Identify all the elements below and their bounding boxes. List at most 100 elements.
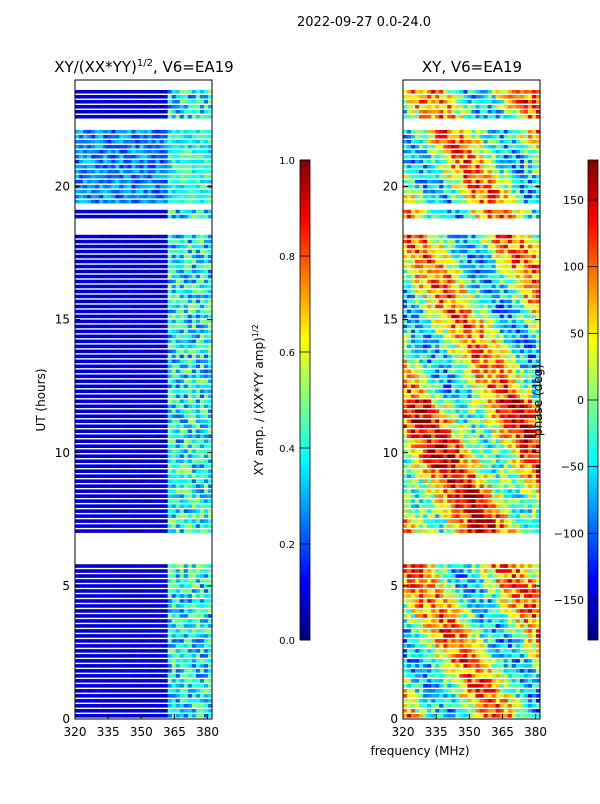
amplitude-cell [103,599,107,603]
amplitude-cell [127,370,131,374]
amplitude-cell [164,519,168,523]
amplitude-cell [152,644,156,648]
amplitude-cell [103,709,107,713]
amplitude-cell [164,250,168,254]
amplitude-cell [83,659,87,663]
phase-cell [528,639,532,643]
amplitude-cell [144,564,148,568]
amplitude-cell [152,295,156,299]
phase-cell [488,634,492,638]
phase-cell [496,579,500,583]
amplitude-cell [115,195,119,199]
amplitude-cell [135,140,139,144]
amplitude-cell [184,454,188,458]
amplitude-cell [87,689,91,693]
amplitude-cell [107,434,111,438]
amplitude-cell [164,210,168,214]
phase-cell [520,574,524,578]
phase-cell [504,634,508,638]
phase-cell [403,599,407,603]
phase-cell [488,589,492,593]
amplitude-cell [139,365,143,369]
amplitude-cell [87,235,91,239]
amplitude-cell [139,464,143,468]
amplitude-cell [148,190,152,194]
amplitude-cell [139,115,143,119]
amplitude-cell [164,275,168,279]
amplitude-cell [160,185,164,189]
phase-cell [516,614,520,618]
amplitude-cell [119,479,123,483]
phase-cell [500,654,504,658]
amplitude-cell [192,639,196,643]
amplitude-cell [188,429,192,433]
amplitude-cell [184,634,188,638]
amplitude-cell [99,484,103,488]
amplitude-cell [83,569,87,573]
phase-cell [411,589,415,593]
amplitude-cell [107,454,111,458]
amplitude-cell [127,454,131,458]
amplitude-cell [75,350,79,354]
amplitude-cell [107,380,111,384]
amplitude-cell [184,130,188,134]
colorbar-tick-label: 0.4 [279,444,295,455]
amplitude-cell [196,270,200,274]
amplitude-cell [119,629,123,633]
amplitude-cell [75,404,79,408]
amplitude-cell [200,664,204,668]
phase-cell [476,574,480,578]
amplitude-cell [164,429,168,433]
amplitude-cell [156,419,160,423]
amplitude-cell [160,699,164,703]
amplitude-cell [172,165,176,169]
amplitude-cell [148,574,152,578]
amplitude-cell [119,375,123,379]
amplitude-cell [172,160,176,164]
amplitude-cell [87,664,91,668]
phase-cell [484,689,488,693]
amplitude-cell [144,395,148,399]
amplitude-cell [87,479,91,483]
amplitude-cell [107,414,111,418]
phase-cell [403,714,407,718]
amplitude-cell [99,150,103,154]
amplitude-cell [75,100,79,104]
amplitude-cell [87,300,91,304]
amplitude-cell [99,489,103,493]
amplitude-cell [164,479,168,483]
amplitude-cell [115,135,119,139]
amplitude-cell [152,599,156,603]
phase-cell [524,609,528,613]
amplitude-cell [156,504,160,508]
amplitude-cell [176,674,180,678]
phase-cell [439,574,443,578]
amplitude-cell [172,340,176,344]
amplitude-cell [188,215,192,219]
phase-cell [520,644,524,648]
amplitude-cell [152,365,156,369]
x-tick-label: 350 [130,725,153,739]
amplitude-cell [148,579,152,583]
amplitude-cell [139,704,143,708]
amplitude-cell [160,245,164,249]
phase-cell [419,584,423,588]
phase-cell [472,624,476,628]
amplitude-cell [192,409,196,413]
amplitude-cell [176,524,180,528]
amplitude-cell [131,629,135,633]
amplitude-cell [152,479,156,483]
amplitude-cell [79,429,83,433]
amplitude-cell [131,604,135,608]
amplitude-cell [144,479,148,483]
phase-cell [463,564,467,568]
amplitude-cell [164,694,168,698]
phase-cell [516,594,520,598]
phase-cell [496,659,500,663]
amplitude-cell [111,105,115,109]
phase-cell [447,599,451,603]
amplitude-cell [131,165,135,169]
phase-cell [508,589,512,593]
amplitude-cell [184,659,188,663]
